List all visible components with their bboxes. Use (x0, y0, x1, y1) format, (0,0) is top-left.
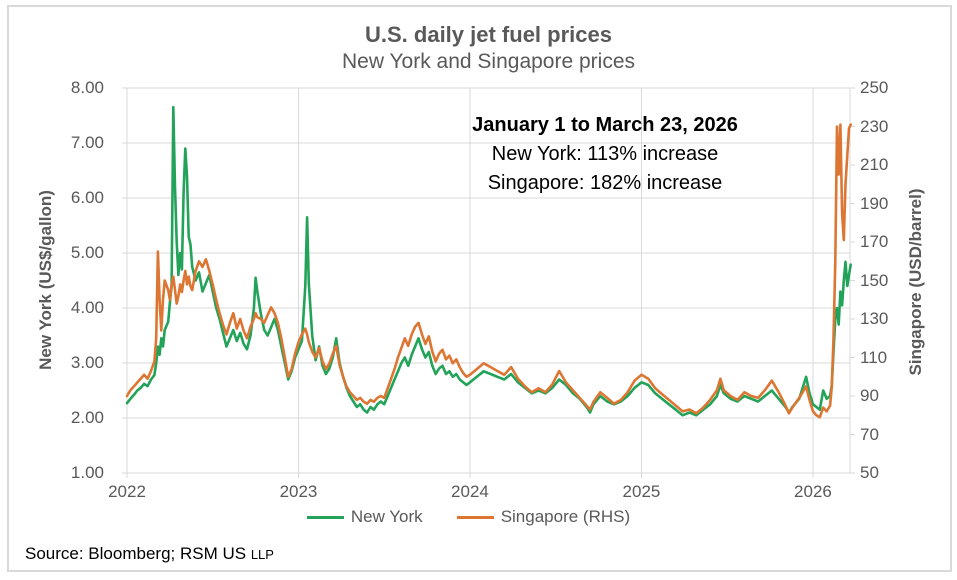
right-axis-tick-label: 210 (860, 155, 889, 174)
right-axis-tick-label: 250 (860, 78, 889, 97)
right-axis-tick-label: 130 (860, 309, 889, 328)
left-axis-title: New York (US$/gallon) (36, 190, 55, 370)
legend-label-singapore: Singapore (RHS) (500, 507, 631, 526)
x-axis-tick-label: 2025 (622, 482, 661, 501)
left-axis-tick-label: 4.00 (70, 298, 104, 317)
annotation-new-york-increase: New York: 113% increase (491, 143, 719, 165)
source-llp: LLP (250, 547, 274, 562)
x-axis-tick-label: 2024 (451, 482, 489, 501)
legend: New York Singapore (RHS) (107, 507, 830, 527)
left-axis-tick-label: 8.00 (70, 78, 104, 97)
left-axis-tick-label: 1.00 (70, 463, 104, 482)
annotation-date-range: January 1 to March 23, 2026 (472, 114, 738, 136)
x-axis-tick-label: 2026 (794, 482, 832, 501)
right-axis-tick-label: 170 (860, 232, 889, 251)
legend-label-new-york: New York (350, 507, 423, 526)
annotation-block: January 1 to March 23, 2026 New York: 11… (380, 111, 830, 198)
right-axis-tick-label: 50 (860, 463, 879, 482)
annotation-singapore-increase: Singapore: 182% increase (487, 172, 723, 194)
legend-item-new-york: New York (306, 507, 423, 527)
right-axis-tick-label: 190 (860, 193, 889, 213)
left-axis-tick-label: 3.00 (70, 353, 104, 372)
singapore-line-swatch (456, 515, 494, 519)
right-axis-tick-label: 110 (860, 347, 888, 367)
right-axis-title: Singapore (USD/barrel) (906, 188, 925, 376)
right-axis-tick-label: 70 (860, 424, 879, 444)
legend-item-singapore: Singapore (RHS) (456, 507, 631, 527)
left-axis-tick-label: 7.00 (70, 133, 104, 152)
left-axis-tick-label: 5.00 (70, 243, 104, 262)
left-axis-tick-label: 2.00 (70, 408, 104, 427)
right-axis-tick-label: 90 (860, 386, 879, 405)
new-york-line (125, 105, 853, 417)
singapore-line (125, 123, 853, 419)
new-york-line-swatch (306, 515, 344, 519)
left-axis-tick-label: 6.00 (70, 188, 104, 207)
right-axis-tick-label: 150 (860, 270, 889, 290)
chart-subtitle: New York and Singapore prices (341, 50, 635, 73)
x-axis-tick-label: 2023 (279, 482, 318, 501)
x-axis-tick-label: 2022 (108, 482, 146, 501)
source-text: Source: Bloomberg; RSM US LLP (25, 544, 274, 563)
right-axis-tick-label: 230 (860, 116, 889, 136)
chart-title: U.S. daily jet fuel prices (365, 22, 612, 47)
